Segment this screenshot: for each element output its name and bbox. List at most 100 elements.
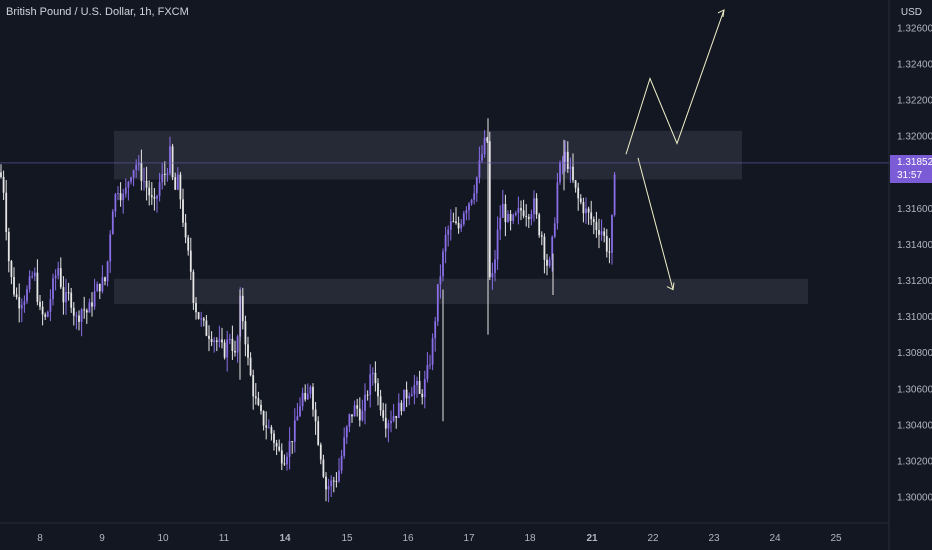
price-tick-label: 1.32400 — [897, 60, 932, 71]
candle-body — [361, 410, 364, 421]
candle-body — [192, 271, 195, 303]
candle-body — [46, 311, 49, 317]
candle-body — [371, 372, 374, 375]
candle-body — [122, 193, 125, 201]
candle-body — [431, 338, 434, 365]
candle-body — [387, 423, 390, 429]
candle-body — [551, 236, 554, 260]
candle-body — [234, 351, 236, 353]
candle-body — [137, 162, 140, 165]
candle-body — [270, 427, 273, 434]
candle-body — [397, 402, 400, 418]
candle-body — [358, 408, 361, 421]
candle-body — [182, 199, 184, 223]
candle-body — [525, 215, 528, 217]
candle-body — [468, 203, 470, 211]
candle-body — [348, 414, 351, 427]
candle-body — [33, 272, 36, 277]
candle-body — [483, 137, 486, 155]
candle-body — [564, 151, 567, 162]
candle-body — [257, 398, 260, 405]
candle-body — [275, 442, 278, 447]
candle-body — [574, 180, 577, 188]
candle-body — [117, 193, 119, 195]
candle-body — [249, 357, 252, 376]
price-tick-label: 1.31600 — [897, 204, 932, 215]
candle-body — [2, 176, 5, 193]
candle-body — [143, 180, 145, 182]
candle-body — [494, 259, 496, 273]
time-tick-label: 9 — [99, 533, 105, 544]
candle-body — [434, 321, 437, 339]
candle-body — [88, 302, 91, 313]
candle-body — [491, 272, 494, 278]
candle-body — [429, 364, 431, 366]
candle-body — [254, 396, 257, 399]
candle-body — [169, 146, 171, 174]
candle-body — [226, 339, 229, 358]
candle-body — [377, 383, 379, 397]
candle-body — [280, 450, 283, 464]
candle-body — [156, 195, 158, 199]
candle-body — [93, 291, 96, 307]
candle-body — [535, 198, 538, 215]
time-tick-label: 22 — [647, 533, 659, 544]
candle-body — [179, 174, 182, 200]
candle-body — [488, 141, 491, 278]
candle-body — [400, 402, 403, 412]
candle-body — [114, 194, 117, 212]
candle-body — [244, 321, 247, 345]
candle-body — [119, 193, 122, 201]
candle-body — [540, 235, 543, 237]
candle-body — [444, 234, 447, 252]
candle-body — [462, 213, 465, 225]
time-tick-label: 15 — [341, 533, 353, 544]
currency-label[interactable]: USD — [900, 7, 922, 18]
candle-body — [202, 318, 205, 321]
candle-body — [158, 182, 161, 196]
candle-body — [41, 306, 44, 315]
candle-body — [325, 476, 327, 490]
candle-body — [405, 389, 408, 399]
price-tick-label: 1.31400 — [897, 240, 932, 251]
candle-body — [215, 340, 218, 342]
candle-body — [514, 212, 517, 215]
candle-body — [384, 417, 387, 429]
time-tick-label: 23 — [708, 533, 720, 544]
candle-body — [592, 219, 595, 223]
candle-body — [608, 251, 611, 253]
candle-body — [314, 409, 317, 422]
candle-body — [501, 203, 504, 218]
candle-body — [366, 394, 369, 396]
candle-body — [213, 340, 216, 343]
candle-body — [221, 339, 223, 343]
candle-body — [413, 385, 416, 395]
candle-body — [296, 416, 299, 421]
candle-body — [241, 295, 244, 322]
candle-body — [72, 307, 75, 316]
candle-body — [517, 208, 520, 213]
candle-body — [18, 296, 21, 309]
candle-body — [299, 406, 301, 417]
bearish-projection-path — [637, 157, 674, 290]
candle-body — [605, 235, 608, 252]
candle-body — [10, 261, 13, 277]
candle-body — [208, 335, 210, 339]
price-tick-label: 1.31000 — [897, 312, 932, 323]
price-tick-label: 1.30200 — [897, 456, 932, 467]
bearish-arrowhead — [666, 282, 675, 291]
time-axis[interactable]: 8 9 10 11 14 15 16 17 18 21 22 23 24 25 — [37, 533, 842, 544]
symbol-title[interactable]: British Pound / U.S. Dollar, 1h, FXCM — [6, 6, 189, 18]
candle-body — [538, 214, 541, 236]
time-tick-label: 21 — [586, 533, 598, 544]
candle-body — [585, 208, 587, 214]
candle-body — [319, 444, 322, 460]
candle-body — [457, 222, 460, 229]
candle-body — [36, 272, 39, 302]
time-tick-label: 16 — [402, 533, 414, 544]
candle-body — [228, 338, 231, 340]
candle-body — [512, 214, 515, 221]
candle-body — [200, 318, 203, 320]
